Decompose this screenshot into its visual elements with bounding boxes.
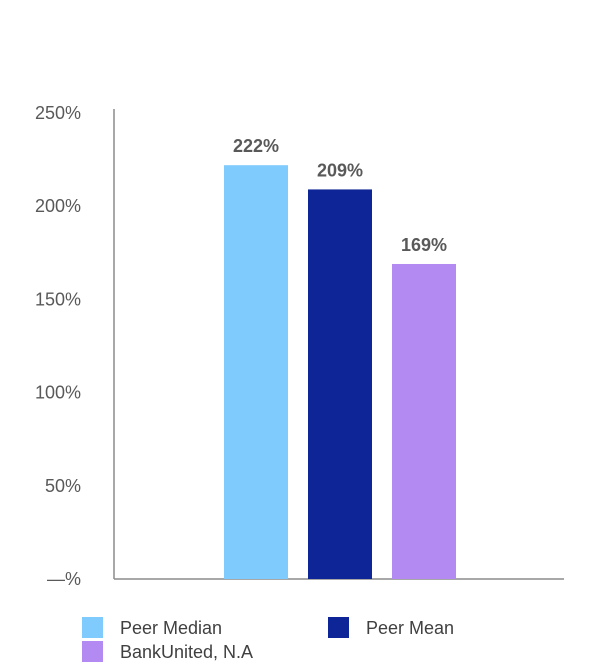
y-axis: —% 50% 100% 150% 200% 250% (35, 103, 564, 589)
bar-1 (308, 189, 372, 579)
bar-value-label: 169% (401, 235, 447, 255)
legend-swatch (82, 617, 103, 638)
legend: Peer Median Peer Mean BankUnited, N.A (82, 617, 454, 662)
bar-value-label: 209% (317, 160, 363, 180)
bar-2 (392, 263, 456, 579)
y-tick-label: 150% (35, 289, 81, 309)
legend-label: Peer Median (120, 618, 222, 638)
bars: 222% 209% 169% (224, 136, 456, 579)
y-tick-label: 250% (35, 103, 81, 123)
legend-label: BankUnited, N.A (120, 642, 253, 662)
bar-value-label: 222% (233, 136, 279, 156)
legend-label: Peer Mean (366, 618, 454, 638)
legend-swatch (82, 641, 103, 662)
y-tick-label: 50% (45, 476, 81, 496)
legend-swatch (328, 617, 349, 638)
y-tick-label: —% (47, 569, 81, 589)
bar-0 (224, 165, 288, 579)
y-tick-label: 200% (35, 196, 81, 216)
y-tick-label: 100% (35, 383, 81, 403)
